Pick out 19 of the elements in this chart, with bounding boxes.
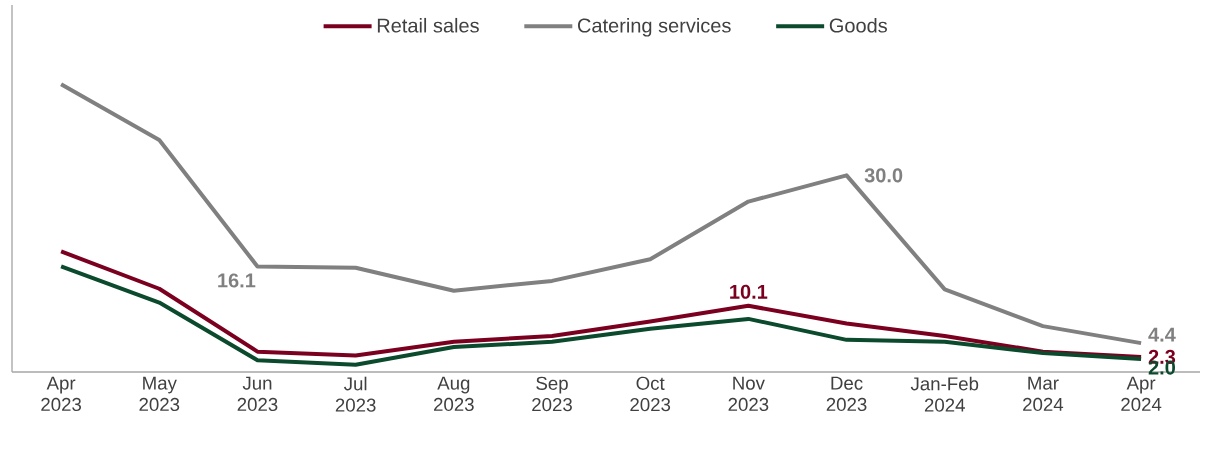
x-tick-label: Sep 2023 xyxy=(532,376,572,412)
x-tick-label: Jun 2023 xyxy=(237,376,278,412)
x-tick-label: Aug 2023 xyxy=(434,376,474,412)
data-label: 10.1 xyxy=(730,284,768,299)
x-tick-label: May 2023 xyxy=(139,376,180,412)
x-tick-label: Oct 2023 xyxy=(630,376,671,412)
legend-label: Retail sales xyxy=(377,17,479,33)
x-tick-label: Dec 2023 xyxy=(826,376,867,412)
data-label: 16.1 xyxy=(218,273,256,288)
x-tick-label: Mar 2024 xyxy=(1023,376,1064,412)
legend-label: Catering services xyxy=(578,17,731,37)
data-label: 4.4 xyxy=(1148,327,1176,342)
x-tick-label: Apr 2024 xyxy=(1121,376,1162,412)
x-tick-label: Apr 2023 xyxy=(41,376,82,412)
x-tick-label: Nov 2023 xyxy=(728,376,769,412)
x-tick-label: Jan-Feb 2024 xyxy=(910,376,979,412)
data-label: 30.0 xyxy=(864,168,903,183)
x-tick-label: Jul 2023 xyxy=(335,376,376,412)
legend-label: Goods xyxy=(829,17,887,33)
